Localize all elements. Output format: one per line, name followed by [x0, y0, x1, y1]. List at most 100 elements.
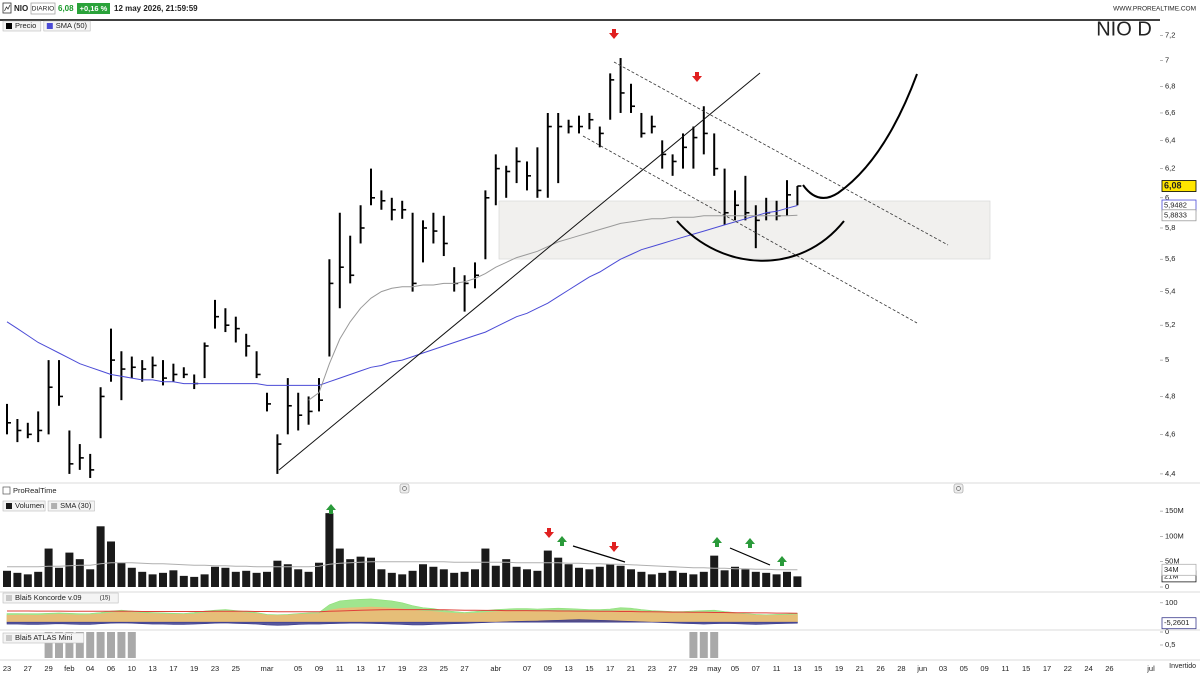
x-tick-label: 24	[1084, 664, 1092, 673]
legend-label: Blai5 ATLAS Mini	[15, 633, 73, 642]
marks: 23 27 29 feb 04 06 10 13 17 19 23 25 mar 05 09 11 13 17 19…	[2, 20, 1197, 673]
x-tick-label: 09	[544, 664, 552, 673]
x-tick-label: jun	[916, 664, 927, 673]
bar	[294, 569, 303, 587]
legend-swatch	[51, 503, 58, 509]
buy-signal	[557, 536, 567, 546]
x-tick-label: 28	[897, 664, 905, 673]
last-value-box	[1161, 617, 1197, 630]
header: NIO DIARIO 6,08 +0,16 % 12 may 2026, 21:…	[0, 2, 1196, 21]
x-tick-label: 27	[24, 664, 32, 673]
volume-trend	[729, 547, 771, 566]
x-tick-label: 22	[1064, 664, 1072, 673]
bar	[107, 632, 115, 658]
y-tick-label: 150M	[1165, 506, 1184, 515]
x-tick-label: 19	[398, 664, 406, 673]
bar	[710, 555, 719, 587]
bar	[304, 571, 313, 587]
bar	[231, 571, 240, 587]
area	[6, 606, 798, 623]
bar	[502, 559, 511, 587]
cup-curve	[676, 220, 845, 262]
last-value-label: 6,08	[1164, 180, 1182, 190]
event-badge-icon	[402, 486, 407, 491]
chart-title: NIO D	[1096, 18, 1152, 40]
x-tick-label: 23	[648, 664, 656, 673]
bar	[96, 632, 105, 658]
bar	[107, 541, 115, 587]
y-tick-label: 50M	[1165, 557, 1180, 566]
bar	[783, 571, 791, 587]
legend-chip	[2, 592, 119, 604]
bar	[179, 575, 188, 587]
bar	[127, 567, 136, 587]
legend-chip	[2, 632, 85, 644]
bar	[616, 565, 625, 587]
sell-signal	[609, 542, 619, 552]
y-tick-label: 4,8	[1165, 391, 1175, 400]
watermark: ProRealTime	[13, 486, 56, 495]
bar	[731, 566, 739, 587]
symbol-icon	[2, 2, 12, 14]
header-price: 6,08	[58, 4, 74, 13]
y-tick-label: 0	[1165, 627, 1169, 636]
bar	[190, 576, 199, 587]
sell-signal	[609, 29, 619, 39]
y-tick-label: 5,8	[1165, 223, 1175, 232]
x-tick-label: 15	[585, 664, 593, 673]
x-tick-label: 07	[523, 664, 531, 673]
change-box	[77, 3, 110, 14]
y-tick-label: 6,4	[1165, 135, 1175, 144]
area	[6, 619, 798, 626]
bar	[75, 559, 84, 587]
legend-label: SMA (50)	[56, 21, 88, 30]
period-box	[30, 2, 56, 15]
trend-line	[278, 72, 761, 471]
bar	[221, 567, 230, 587]
bar	[211, 566, 219, 587]
projection-curve	[802, 73, 918, 199]
legend-chip	[2, 500, 46, 512]
x-tick-label: 27	[668, 664, 676, 673]
channel-line	[613, 61, 949, 246]
bar	[86, 632, 95, 658]
x-tick-label: feb	[64, 664, 74, 673]
bar	[606, 564, 615, 587]
legend-swatch	[6, 595, 12, 601]
x-tick-label: 19	[190, 664, 198, 673]
y-tick-label: 4,6	[1165, 429, 1175, 438]
last-value-label: -5,2601	[1164, 618, 1189, 627]
x-tick-label: 29	[44, 664, 52, 673]
bar	[117, 632, 126, 658]
bar	[471, 569, 479, 587]
bar	[689, 632, 698, 658]
x-tick-label: 05	[731, 664, 739, 673]
buy-signal	[745, 538, 755, 548]
x-tick-label: 13	[793, 664, 801, 673]
line	[6, 205, 798, 386]
bar	[543, 550, 552, 587]
drawings-over	[278, 29, 964, 566]
separators	[0, 482, 1200, 661]
bar	[96, 526, 105, 587]
bar	[283, 564, 292, 587]
change: +0,16 %	[80, 4, 108, 13]
bar	[55, 567, 63, 587]
y-tick-label: 0,5	[1165, 640, 1175, 649]
x-tick-label: 11	[773, 664, 781, 673]
bar	[356, 556, 365, 587]
x-tick-label: 15	[814, 664, 822, 673]
buy-signal	[326, 504, 336, 514]
bar	[751, 571, 760, 587]
legend-chip	[2, 20, 42, 32]
x-tick-label: 26	[876, 664, 884, 673]
x-tick-label: 29	[689, 664, 697, 673]
bar	[429, 566, 438, 587]
x-tick-label: 19	[835, 664, 843, 673]
bar	[460, 571, 469, 587]
bar	[169, 570, 178, 587]
bar	[200, 574, 209, 587]
sell-signal	[544, 528, 554, 538]
